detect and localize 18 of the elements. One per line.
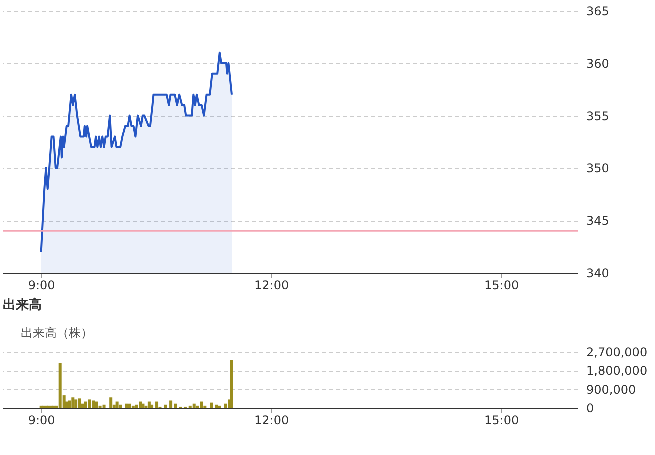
x-tick-label: 12:00 [254, 278, 290, 292]
x-tick-label: 12:00 [254, 414, 290, 428]
x-tick-label: 15:00 [484, 414, 520, 428]
y-tick-label: 360 [586, 56, 610, 71]
x-tick-label: 9:00 [28, 414, 56, 428]
y-tick-label: 0 [586, 402, 594, 416]
x-tick-label: 9:00 [28, 278, 56, 292]
x-tick-label: 15:00 [484, 278, 520, 292]
y-tick-label: 355 [586, 109, 610, 124]
y-tick-label: 345 [586, 214, 610, 228]
y-tick-label: 365 [586, 4, 610, 18]
chart-title: 出来高 [3, 297, 42, 313]
text: 出来高（株） [21, 326, 93, 340]
y-tick-label: 2,700,000 [586, 346, 648, 360]
y-tick-label: 1,800,000 [586, 364, 648, 378]
y-tick-label: 900,000 [586, 382, 636, 397]
y-tick-label: 350 [586, 162, 610, 176]
y-tick-label: 340 [586, 266, 610, 280]
